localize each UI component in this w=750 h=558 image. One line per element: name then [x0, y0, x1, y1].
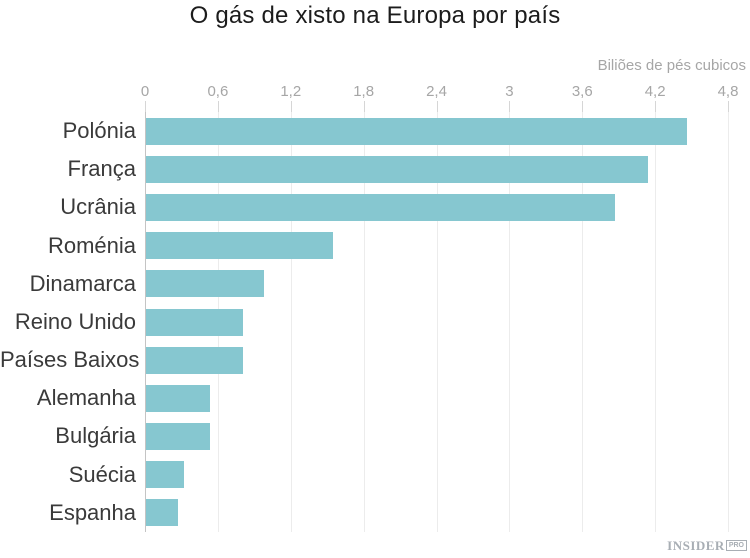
category-label: Reino Unido [14, 308, 136, 334]
x-tick-mark [582, 101, 584, 112]
bar-polónia [146, 117, 687, 145]
x-tick-mark [290, 101, 292, 112]
x-tick-mark [436, 101, 438, 112]
chart-title: O gás de xisto na Europa por país [189, 2, 561, 29]
x-tick-mark [655, 101, 657, 112]
x-tick-label: 2,4 [426, 83, 447, 100]
x-tick-label: 4,8 [717, 83, 739, 100]
x-tick-mark [728, 101, 729, 112]
brand-logo-text: INSIDER [667, 538, 725, 553]
gridline [363, 112, 365, 532]
x-tick-label: 1,2 [280, 83, 302, 100]
bar-espanha [146, 499, 178, 527]
gridline [509, 112, 511, 532]
bar-alemanha [146, 384, 211, 412]
category-label: Países Baixos [0, 347, 140, 373]
x-tick-label: 0,6 [207, 83, 229, 100]
bar-dinamarca [146, 270, 264, 298]
category-label: Suécia [68, 461, 136, 487]
category-label: Espanha [49, 499, 136, 525]
gridline [582, 112, 584, 532]
category-label: Dinamarca [29, 270, 136, 296]
x-axis-unit-label: Biliões de pés cubicos [597, 57, 746, 74]
category-label: França [67, 156, 136, 182]
category-label: Bulgária [55, 423, 136, 449]
gridline [290, 112, 292, 532]
bar-suécia [146, 461, 184, 489]
bar-bulgária [146, 423, 211, 451]
gridline [436, 112, 438, 532]
bar-reino-unido [146, 308, 244, 336]
category-label: Roménia [47, 232, 136, 258]
x-tick-mark [363, 101, 365, 112]
brand-logo: INSIDER PRO [667, 538, 747, 554]
gridline [728, 112, 729, 532]
x-tick-label: 3,6 [571, 83, 593, 100]
x-tick-mark [217, 101, 219, 112]
x-tick-label: 3 [505, 83, 514, 100]
plot-area [145, 112, 745, 532]
y-axis-line [145, 112, 146, 532]
bar-países-baixos [146, 346, 244, 374]
x-tick-label: 0 [140, 83, 150, 100]
bar-roménia [146, 232, 333, 260]
bar-ucrânia [146, 193, 615, 221]
gridline [655, 112, 657, 532]
x-tick-mark [145, 101, 146, 112]
x-tick-mark [509, 101, 511, 112]
category-label: Alemanha [36, 385, 136, 411]
x-tick-label: 1,8 [353, 83, 375, 100]
brand-logo-badge: PRO [725, 540, 747, 551]
category-label: Polónia [62, 118, 136, 143]
x-tick-label: 4,2 [644, 83, 666, 100]
category-label: Ucrânia [60, 194, 136, 220]
bar-frança [146, 155, 648, 183]
